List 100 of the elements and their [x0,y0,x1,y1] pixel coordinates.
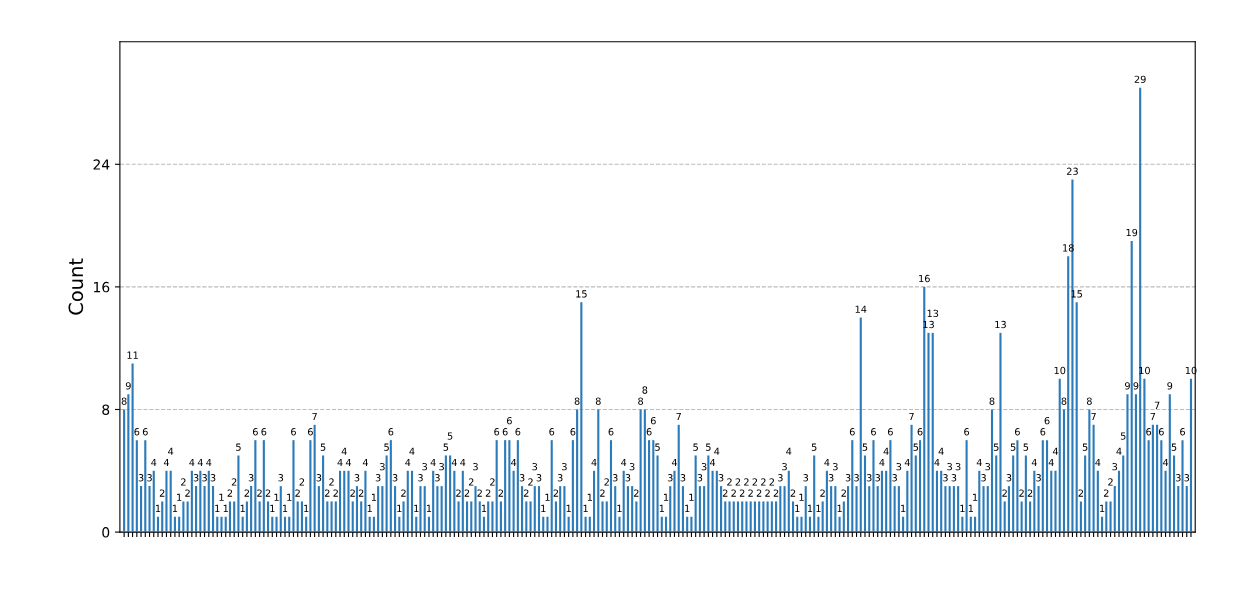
data-label: 2 [324,489,330,497]
bar [796,516,799,533]
data-label: 1 [799,493,804,501]
data-label: 6 [1180,428,1185,436]
y-tick-label: 8 [102,404,110,415]
bar [694,455,697,533]
bar [283,516,287,533]
data-label: 4 [709,458,716,466]
data-label: 6 [549,428,555,436]
data-label: 13 [995,320,1006,329]
data-label: 4 [409,447,415,455]
bar [1185,486,1188,533]
data-label: 2 [299,478,305,486]
bar [872,440,875,533]
data-label: 5 [1010,443,1016,451]
bar [567,516,570,533]
bar [707,455,710,533]
bar [1054,470,1057,533]
bar [364,470,367,533]
data-label: 2 [523,489,529,497]
bar [775,501,778,533]
data-label: 3 [981,474,986,482]
bar [334,501,337,533]
bar [423,486,426,533]
bar [199,470,202,533]
data-label: 3 [947,462,952,471]
bar [347,470,350,533]
data-label: 3 [1006,474,1012,482]
bar [478,501,481,533]
bar [245,501,248,533]
bar [144,440,147,533]
data-label: 6 [1146,428,1152,436]
data-label: 3 [701,462,707,471]
data-label: 3 [278,474,284,482]
bar [152,470,155,533]
data-label: 6 [646,428,652,436]
data-label: 3 [985,462,991,471]
bar [1041,440,1044,533]
bar [631,486,634,533]
data-label: 2 [731,489,736,497]
data-label: 3 [532,462,538,471]
data-label: 4 [451,458,457,466]
bar [1045,440,1049,533]
bar [1134,394,1137,533]
data-label: 2 [773,489,779,497]
bar [842,501,845,533]
bar [402,501,405,533]
bar [1088,409,1091,533]
bar [453,470,456,533]
data-label: 23 [1066,167,1078,175]
data-label: 3 [845,474,851,482]
bar [211,486,215,533]
bar [398,516,401,533]
data-label: 3 [718,474,724,482]
bar [1050,470,1053,533]
bar [296,501,299,533]
data-label: 14 [855,305,867,313]
bar [711,470,714,533]
bar [1016,440,1019,533]
bar [1181,440,1184,533]
data-label: 4 [671,458,678,466]
bar [597,409,600,533]
bar [1122,455,1125,533]
data-label: 4 [591,458,597,466]
data-label: 5 [655,443,660,451]
bar [808,516,812,533]
bar [614,486,617,533]
bar [766,501,769,533]
data-label: 1 [223,504,228,512]
bar [677,424,680,533]
bar [250,486,253,533]
bar [940,470,943,533]
data-label: 3 [828,474,834,482]
data-label: 6 [849,428,855,436]
bar [444,455,447,533]
data-label: 1 [689,493,694,501]
bar [745,501,748,533]
data-label: 2 [756,489,762,497]
bar [271,516,274,533]
bar [529,501,532,533]
data-label: 2 [634,489,639,497]
data-label: 2 [295,489,300,497]
data-label: 1 [414,504,419,512]
bar [173,516,176,533]
bar [965,440,968,533]
bar [601,501,604,533]
data-label: 6 [1014,428,1020,436]
bar [927,332,930,533]
data-label: 2 [790,489,796,497]
data-label: 3 [866,474,872,482]
data-label: 4 [151,458,157,466]
bar [207,470,210,533]
data-label: 6 [1044,417,1050,425]
bar [847,486,850,533]
data-label: 2 [1108,478,1113,486]
bar [893,486,896,533]
bar [762,501,765,533]
bar [140,486,143,533]
bar [161,501,164,533]
bar [995,455,998,533]
